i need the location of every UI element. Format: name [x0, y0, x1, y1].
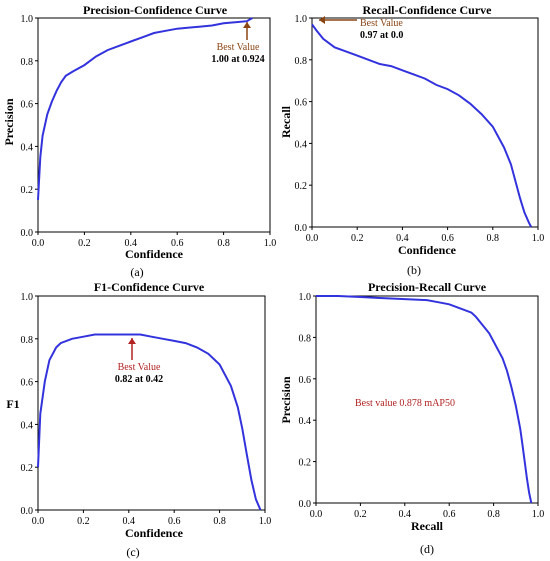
x-tick-label: 0.0 — [32, 516, 45, 527]
panel-label: (d) — [420, 542, 434, 556]
annotation-arrowhead — [319, 16, 325, 24]
y-tick-label: 0.4 — [21, 420, 34, 431]
panel-label: (c) — [126, 545, 139, 559]
y-axis-label: Recall — [279, 105, 293, 138]
y-tick-label: 0.2 — [21, 463, 34, 474]
y-tick-label: 0.8 — [295, 56, 308, 67]
annotation-value: 0.82 at 0.42 — [115, 374, 163, 385]
x-tick-label: 0.2 — [78, 238, 91, 249]
x-tick-label: 0.2 — [351, 233, 364, 244]
y-tick-label: 0.2 — [299, 458, 312, 469]
annotation-label: Best Value — [118, 362, 161, 373]
annotation-label: Best Value — [217, 42, 260, 53]
y-tick-label: 0.0 — [21, 506, 34, 517]
x-tick-label: 0.6 — [171, 238, 184, 249]
x-tick-label: 0.2 — [354, 509, 367, 520]
annotation-label: Best Value — [360, 18, 403, 29]
x-tick-label: 0.0 — [32, 238, 45, 249]
x-tick-label: 0.4 — [399, 509, 412, 520]
x-axis-label: Recall — [411, 519, 444, 533]
plot-frame — [315, 295, 539, 504]
y-tick-label: 0.8 — [21, 335, 34, 346]
x-tick-label: 0.8 — [487, 233, 500, 244]
plot-frame — [311, 17, 539, 228]
panel-d: Precision-Recall Curve 0.0 0.2 0.4 0.6 0.8 1.… — [279, 280, 544, 556]
series-line — [37, 333, 262, 511]
plot-frame — [37, 17, 271, 233]
x-tick-label: 0.4 — [123, 516, 136, 527]
y-axis-label: Precision — [2, 98, 16, 145]
x-tick-label: 0.6 — [441, 233, 454, 244]
y-tick-label: 0.6 — [299, 375, 312, 386]
series-line — [316, 295, 533, 504]
chart-title: Precision-Recall Curve — [368, 280, 487, 294]
x-tick-label: 1.0 — [532, 233, 545, 244]
panel-label: (a) — [130, 265, 143, 279]
series-line — [311, 23, 533, 228]
y-tick-label: 0.4 — [21, 142, 34, 153]
x-tick-label: 0.6 — [443, 509, 456, 520]
x-axis-label: Confidence — [398, 243, 457, 257]
x-tick-label: 0.4 — [125, 238, 138, 249]
plot-frame — [37, 295, 266, 511]
x-tick-label: 0.8 — [217, 238, 230, 249]
y-tick-label: 1.0 — [21, 292, 34, 303]
y-tick-label: 1.0 — [21, 14, 34, 25]
annotation-value: 1.00 at 0.924 — [211, 54, 264, 65]
x-tick-label: 0.8 — [487, 509, 500, 520]
x-tick-label: 1.0 — [259, 516, 272, 527]
y-tick-label: 0.8 — [299, 333, 312, 344]
x-tick-label: 0.8 — [213, 516, 226, 527]
y-tick-label: 0.6 — [21, 100, 34, 111]
y-tick-label: 1.0 — [295, 14, 308, 25]
x-axis-label: Confidence — [125, 247, 184, 261]
y-axis-label: F1 — [6, 397, 19, 411]
y-tick-label: 0.6 — [21, 378, 34, 389]
series-line — [37, 17, 253, 200]
y-tick-label: 0.4 — [295, 139, 308, 150]
panel-label: (b) — [407, 263, 421, 277]
x-axis-label: Confidence — [125, 526, 184, 540]
x-tick-label: 0.6 — [168, 516, 181, 527]
chart-title: Precision-Confidence Curve — [83, 3, 228, 17]
annotation-arrowhead — [128, 338, 136, 344]
panel-b: Recall-Confidence Curve 0.0 0.2 0.4 0.6 0.8 1… — [279, 3, 544, 277]
x-tick-label: 0.0 — [306, 233, 319, 244]
y-tick-label: 0.0 — [295, 223, 308, 234]
y-tick-label: 0.4 — [299, 416, 312, 427]
y-tick-label: 1.0 — [299, 292, 312, 303]
x-tick-label: 0.2 — [77, 516, 90, 527]
y-tick-label: 0.6 — [295, 98, 308, 109]
y-tick-label: 0.0 — [299, 499, 312, 510]
x-tick-label: 0.0 — [310, 509, 323, 520]
panel-a: Precision-Confidence Curve 0.0 0.2 0.4 0.6 0… — [2, 3, 276, 279]
y-tick-label: 0.8 — [21, 57, 34, 68]
x-tick-label: 1.0 — [264, 238, 277, 249]
y-tick-label: 0.2 — [21, 185, 34, 196]
annotation-value: 0.97 at 0.0 — [360, 30, 403, 41]
annotation-label: Best value 0.878 mAP50 — [355, 398, 455, 409]
y-axis-label: Precision — [279, 376, 293, 423]
panel-c: F1-Confidence Curve 0.0 0.2 0.4 0.6 0.8 1.0 0.… — [6, 280, 271, 559]
x-tick-label: 1.0 — [532, 509, 545, 520]
chart-title: F1-Confidence Curve — [94, 280, 205, 294]
y-tick-label: 0.2 — [295, 181, 308, 192]
annotation-arrowhead — [243, 22, 251, 28]
y-tick-label: 0.0 — [21, 228, 34, 239]
x-tick-label: 0.4 — [396, 233, 409, 244]
chart-title: Recall-Confidence Curve — [363, 3, 493, 17]
